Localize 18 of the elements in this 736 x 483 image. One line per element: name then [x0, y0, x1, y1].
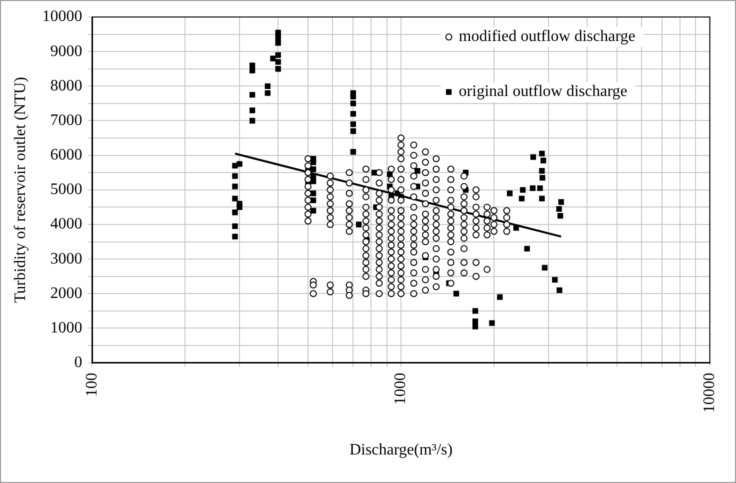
y-tick-label: 0 — [74, 354, 82, 372]
y-tick-label: 9000 — [50, 42, 82, 60]
y-tick-label: 10000 — [42, 8, 82, 26]
y-tick-label: 5000 — [50, 181, 82, 198]
y-tick-label: 7000 — [50, 112, 82, 129]
y-axis-title: Turbidity of reservoir outlet (NTU) — [12, 76, 29, 303]
y-tick-label: 6000 — [50, 146, 82, 164]
x-axis-title: Discharge(m³/s) — [349, 442, 453, 459]
x-tick-label: 1000 — [392, 372, 410, 405]
legend-label: original outflow discharge — [458, 83, 628, 100]
x-tick-label: 10000 — [701, 372, 718, 413]
x-tick-label: 100 — [83, 372, 100, 397]
legend-label: modified outflow discharge — [458, 28, 636, 46]
y-tick-label: 2000 — [50, 284, 82, 302]
y-tick-label: 8000 — [50, 77, 82, 94]
y-tick-label: 4000 — [50, 216, 82, 233]
y-tick-label: 3000 — [50, 250, 82, 268]
y-tick-label: 1000 — [50, 319, 82, 336]
